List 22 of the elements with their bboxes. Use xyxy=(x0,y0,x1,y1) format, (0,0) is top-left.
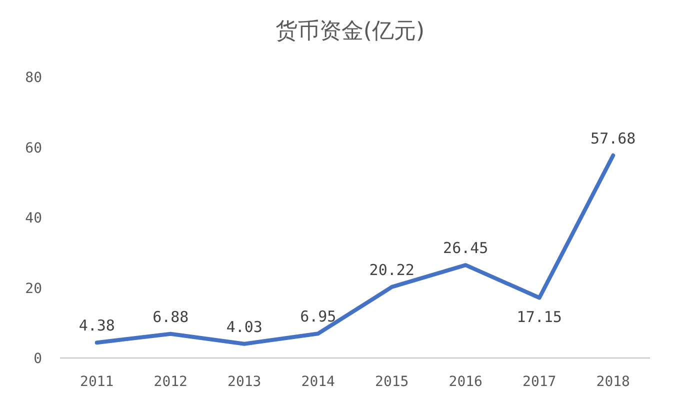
x-tick-label: 2014 xyxy=(301,374,335,390)
x-tick-label: 2012 xyxy=(154,374,188,390)
y-tick-label: 40 xyxy=(25,210,42,226)
x-tick-label: 2015 xyxy=(375,374,409,390)
x-tick-label: 2017 xyxy=(522,374,556,390)
y-tick-label: 80 xyxy=(25,70,42,86)
x-tick-label: 2013 xyxy=(228,374,262,390)
data-label: 6.95 xyxy=(300,308,336,326)
data-label: 26.45 xyxy=(443,239,488,258)
data-label: 6.88 xyxy=(152,308,189,326)
y-tick-label: 0 xyxy=(34,351,42,367)
data-label: 17.15 xyxy=(516,308,562,326)
x-tick-label: 2011 xyxy=(80,374,114,390)
chart-title: 货币资金(亿元) xyxy=(275,19,425,44)
data-label: 20.22 xyxy=(369,260,414,279)
x-tick-label: 2018 xyxy=(596,374,630,390)
data-label: 4.03 xyxy=(226,318,262,336)
data-label: 57.68 xyxy=(590,129,636,148)
y-tick-label: 60 xyxy=(25,140,42,156)
x-tick-label: 2016 xyxy=(448,374,482,390)
y-tick-label: 20 xyxy=(25,280,42,297)
data-label: 4.38 xyxy=(78,316,115,335)
